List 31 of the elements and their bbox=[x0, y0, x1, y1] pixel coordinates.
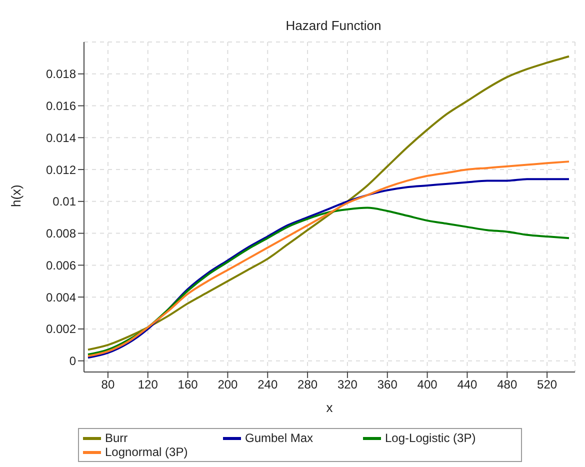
y-tick-label: 0.014 bbox=[46, 130, 76, 145]
line-series bbox=[86, 55, 570, 351]
x-tick-label: 80 bbox=[101, 378, 115, 392]
legend-label: Log-Logistic (3P) bbox=[385, 431, 476, 445]
x-tick-label: 520 bbox=[537, 378, 558, 392]
legend-label: Lognormal (3P) bbox=[105, 445, 188, 459]
x-tick-label: 240 bbox=[258, 378, 278, 392]
y-tick-label: 0.008 bbox=[46, 226, 76, 241]
y-tick-label: 0.01 bbox=[52, 194, 76, 209]
x-tick-label: 280 bbox=[298, 378, 318, 392]
x-axis-title: x bbox=[326, 400, 334, 415]
y-tick-label: 0.006 bbox=[46, 258, 76, 272]
x-tick-label: 400 bbox=[417, 378, 438, 392]
legend-label: Burr bbox=[105, 431, 128, 445]
x-tick-label: 160 bbox=[178, 378, 198, 392]
line-series bbox=[86, 206, 570, 356]
x-tick-label: 320 bbox=[337, 378, 358, 392]
y-axis-title: h(x) bbox=[8, 184, 24, 207]
x-tick-label: 120 bbox=[138, 378, 158, 392]
y-tick-label: 0 bbox=[69, 354, 76, 368]
y-tick-label: 0.012 bbox=[46, 162, 76, 177]
y-tick-label: 0.018 bbox=[46, 67, 76, 82]
y-tick-label: 0.016 bbox=[46, 99, 76, 114]
y-tick-label: 0.004 bbox=[46, 290, 76, 304]
legend-label: Gumbel Max bbox=[245, 431, 314, 445]
x-tick-label: 440 bbox=[457, 378, 478, 392]
x-tick-label: 360 bbox=[377, 378, 398, 392]
x-tick-label: 200 bbox=[218, 378, 238, 392]
x-tick-label: 480 bbox=[497, 378, 518, 392]
y-tick-label: 0.002 bbox=[46, 322, 76, 336]
chart-title: Hazard Function bbox=[284, 18, 382, 33]
